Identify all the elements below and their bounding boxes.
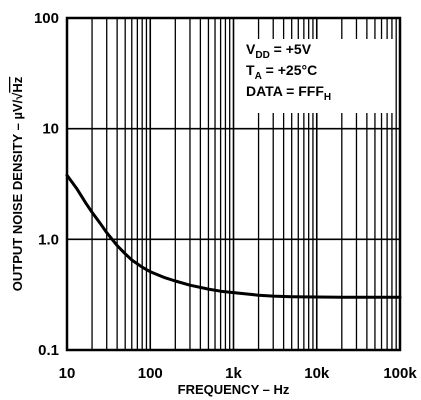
annotation-line: DATA = FFFH — [246, 83, 331, 103]
noise-density-curve — [65, 173, 402, 299]
plot-frame — [65, 16, 402, 352]
annotation-line: VDD = +5V — [246, 41, 312, 61]
y-tick-label: 0.1 — [38, 342, 59, 359]
x-tick-label: 10 — [59, 365, 76, 382]
x-axis-title: FREQUENCY – Hz — [178, 382, 290, 397]
grid-lines — [67, 18, 400, 350]
y-axis-title-unit: Hz — [10, 76, 25, 92]
y-tick-label: 10 — [42, 121, 59, 138]
x-tick-label: 100 — [138, 365, 163, 382]
y-axis-title-prefix: OUTPUT NOISE DENSITY – µV/ — [10, 99, 25, 291]
x-tick-label: 10k — [304, 365, 330, 382]
x-tick-labels: 10 100 1k 10k 100k — [59, 365, 418, 382]
annotation-background — [243, 39, 393, 113]
y-axis-title-sqrt: √ — [10, 92, 25, 100]
x-tick-label: 100k — [383, 365, 417, 382]
annotation-line: TA = +25°C — [246, 62, 317, 82]
y-tick-label: 100 — [34, 10, 59, 27]
x-tick-label: 1k — [225, 365, 242, 382]
y-axis-title: OUTPUT NOISE DENSITY – µV/√Hz — [10, 76, 25, 291]
y-tick-label: 1.0 — [38, 231, 59, 248]
series-layer — [65, 173, 402, 299]
y-tick-labels: 0.1 1.0 10 100 — [34, 10, 59, 359]
